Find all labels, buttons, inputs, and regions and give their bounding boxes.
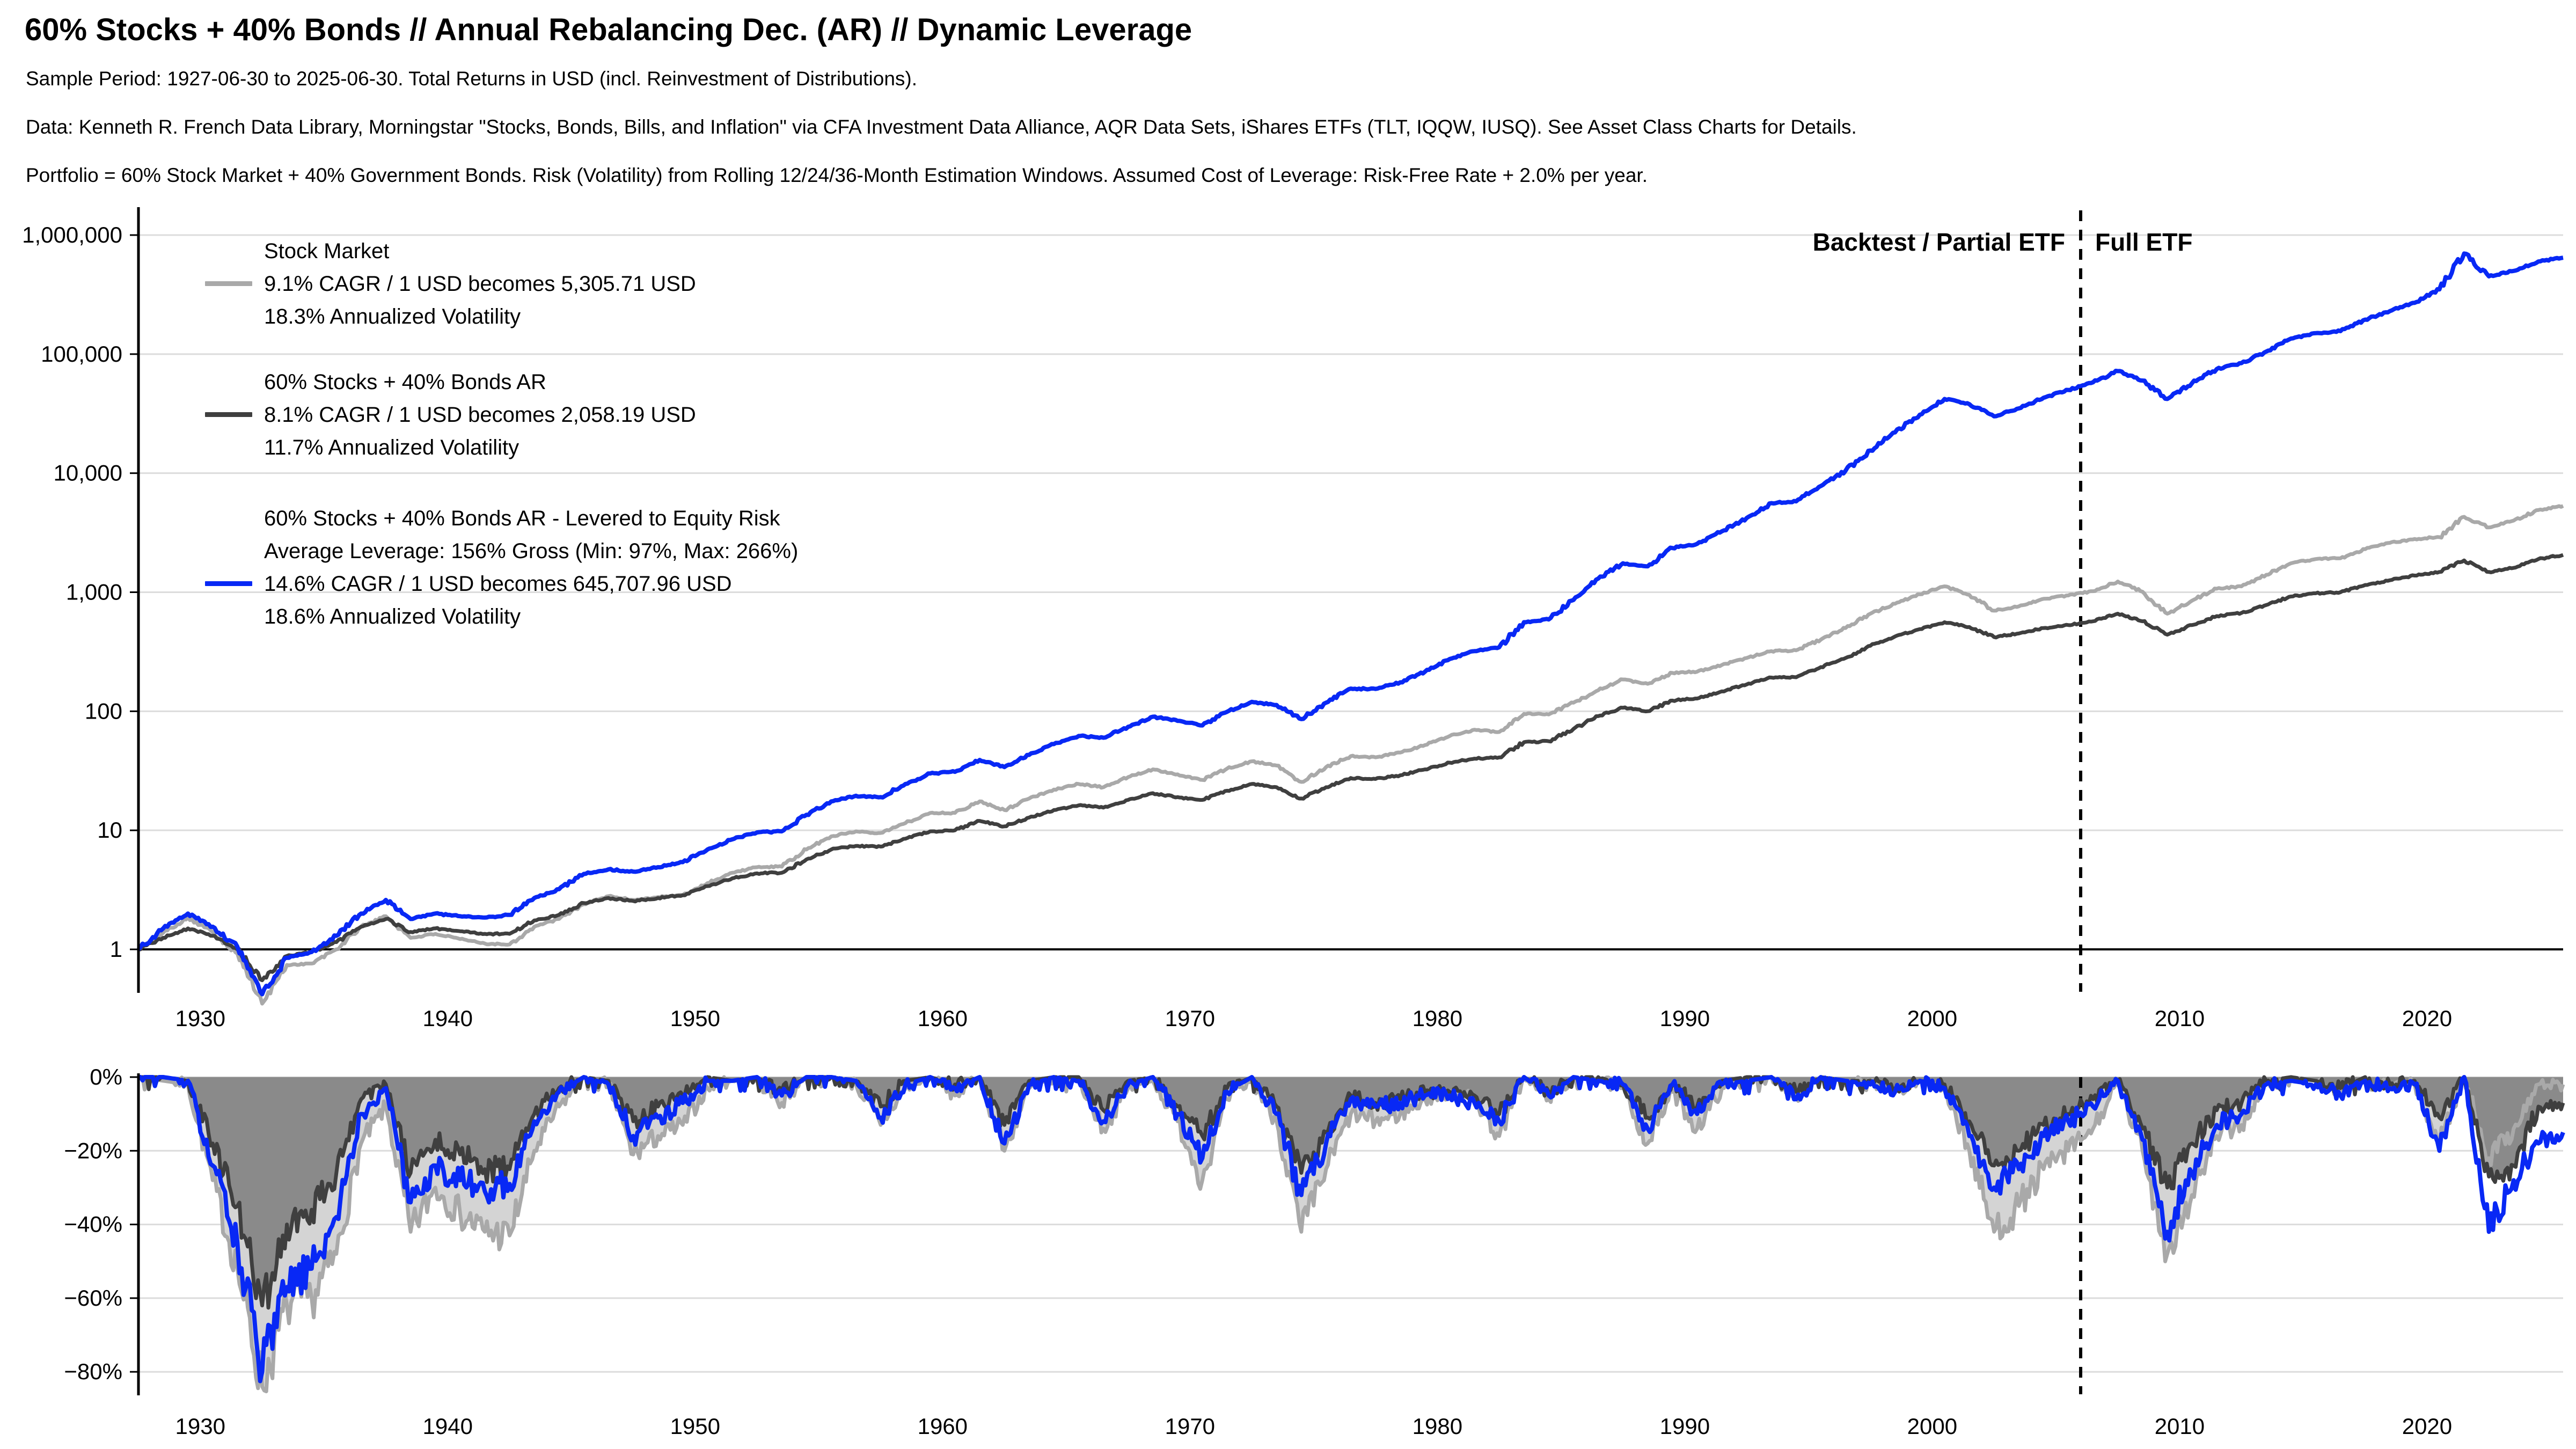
growth-y-tick-label: 1,000,000 bbox=[22, 222, 122, 247]
drawdown-y-tick-label: −80% bbox=[64, 1359, 122, 1384]
drawdown-x-tick-label: 1970 bbox=[1165, 1414, 1215, 1439]
legend-item-stock-market: Stock Market 9.1% CAGR / 1 USD becomes 5… bbox=[205, 235, 696, 333]
growth-y-tick-label: 1,000 bbox=[66, 580, 122, 605]
growth-x-tick-label: 1960 bbox=[918, 1006, 968, 1031]
subtitle-data-sources: Data: Kenneth R. French Data Library, Mo… bbox=[26, 116, 1857, 138]
legend-item-60-40: 60% Stocks + 40% Bonds AR 8.1% CAGR / 1 … bbox=[205, 366, 696, 464]
subtitle-sample-period: Sample Period: 1927-06-30 to 2025-06-30.… bbox=[26, 68, 918, 90]
drawdown-x-tick-label: 1940 bbox=[423, 1414, 473, 1439]
growth-y-tick-label: 100 bbox=[85, 698, 122, 723]
drawdown-y-tick-label: −40% bbox=[64, 1212, 122, 1237]
drawdown-x-tick-label: 2020 bbox=[2402, 1414, 2452, 1439]
legend-levered-name: 60% Stocks + 40% Bonds AR - Levered to E… bbox=[264, 507, 780, 530]
growth-x-tick-label: 1970 bbox=[1165, 1006, 1215, 1031]
growth-y-tick-label: 100,000 bbox=[41, 341, 122, 367]
growth-x-tick-label: 1930 bbox=[175, 1006, 225, 1031]
annotation-backtest-partial-etf: Backtest / Partial ETF bbox=[1812, 228, 2065, 256]
drawdown-y-tick-label: −20% bbox=[64, 1138, 122, 1163]
legend-6040-cagr: 8.1% CAGR / 1 USD becomes 2,058.19 USD bbox=[264, 403, 696, 427]
legend-stock-vol: 18.3% Annualized Volatility bbox=[264, 305, 521, 328]
portfolio-line-swatch bbox=[205, 412, 252, 417]
growth-x-tick-label: 2000 bbox=[1907, 1006, 1957, 1031]
drawdown-line-stock bbox=[138, 1075, 2565, 1394]
stock-market-line-swatch bbox=[205, 281, 252, 286]
legend-6040-vol: 11.7% Annualized Volatility bbox=[264, 436, 519, 459]
legend-stock-cagr: 9.1% CAGR / 1 USD becomes 5,305.71 USD bbox=[264, 272, 696, 296]
growth-y-tick-label: 1 bbox=[110, 936, 122, 962]
growth-x-tick-label: 1950 bbox=[670, 1006, 720, 1031]
drawdown-x-tick-label: 2010 bbox=[2155, 1414, 2205, 1439]
drawdown-x-tick-label: 1980 bbox=[1413, 1414, 1462, 1439]
legend-levered-leverage: Average Leverage: 156% Gross (Min: 97%, … bbox=[264, 539, 799, 563]
growth-y-tick-label: 10,000 bbox=[54, 460, 122, 486]
growth-line-0 bbox=[138, 504, 2564, 1006]
drawdown-x-tick-label: 1930 bbox=[175, 1414, 225, 1439]
legend-stock-name: Stock Market bbox=[264, 239, 390, 263]
legend-levered-cagr: 14.6% CAGR / 1 USD becomes 645,707.96 US… bbox=[264, 572, 732, 596]
growth-x-tick-label: 1990 bbox=[1660, 1006, 1710, 1031]
growth-x-tick-label: 1980 bbox=[1413, 1006, 1462, 1031]
drawdown-y-tick-label: 0% bbox=[90, 1064, 122, 1089]
legend-item-levered: 60% Stocks + 40% Bonds AR - Levered to E… bbox=[205, 502, 798, 633]
annotation-full-etf: Full ETF bbox=[2095, 228, 2193, 256]
growth-x-tick-label: 2020 bbox=[2402, 1006, 2452, 1031]
drawdown-line-portfolio bbox=[138, 1075, 2565, 1310]
drawdown-x-tick-label: 2000 bbox=[1907, 1414, 1957, 1439]
growth-line-2 bbox=[137, 251, 2564, 997]
drawdown-x-tick-label: 1990 bbox=[1660, 1414, 1710, 1439]
legend-levered-vol: 18.6% Annualized Volatility bbox=[264, 605, 521, 628]
growth-x-tick-label: 2010 bbox=[2155, 1006, 2205, 1031]
levered-line-swatch bbox=[205, 581, 252, 586]
drawdown-line-levered bbox=[138, 1075, 2565, 1384]
drawdown-y-tick-label: −60% bbox=[64, 1285, 122, 1311]
subtitle-portfolio-spec: Portfolio = 60% Stock Market + 40% Gover… bbox=[26, 164, 1648, 186]
drawdown-x-tick-label: 1960 bbox=[918, 1414, 968, 1439]
drawdown-x-tick-label: 1950 bbox=[670, 1414, 720, 1439]
growth-y-tick-label: 10 bbox=[97, 817, 122, 843]
legend-6040-name: 60% Stocks + 40% Bonds AR bbox=[264, 370, 546, 394]
page-title: 60% Stocks + 40% Bonds // Annual Rebalan… bbox=[25, 12, 1192, 47]
growth-line-1 bbox=[138, 553, 2564, 983]
growth-x-tick-label: 1940 bbox=[423, 1006, 473, 1031]
